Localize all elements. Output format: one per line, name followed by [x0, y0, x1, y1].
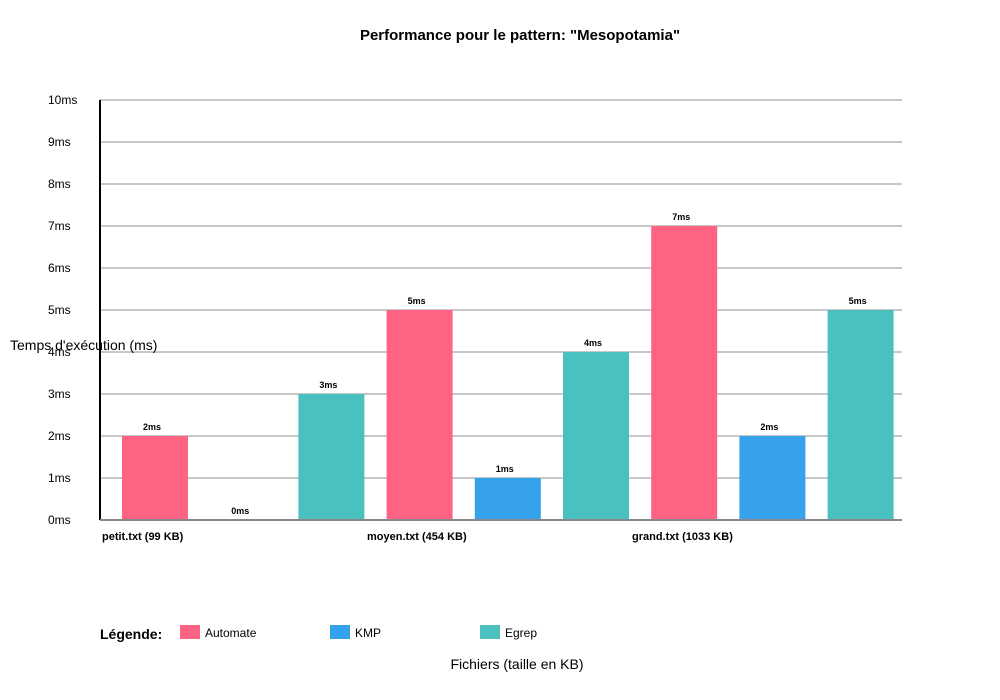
bar-automate-1: [122, 436, 188, 520]
y-tick-label: 2ms: [48, 429, 71, 443]
chart-title: Performance pour le pattern: "Mesopotami…: [360, 27, 680, 44]
y-axis-ticks: 0ms 1ms 2ms 3ms 4ms 5ms 6ms 7ms 8ms 9ms 10ms: [48, 93, 77, 527]
bar-kmp-3: [739, 436, 806, 520]
data-label: 1ms: [496, 464, 514, 474]
bar-automate-2: [386, 310, 453, 520]
legend-swatch-kmp: [330, 625, 350, 639]
data-label: 2ms: [760, 422, 778, 432]
legend: Légende: Automate KMP Egrep: [100, 625, 537, 642]
legend-swatch-automate: [180, 625, 200, 639]
legend-label-kmp: KMP: [355, 626, 381, 640]
category-label: grand.txt (1033 KB): [632, 531, 733, 543]
y-axis-label: Temps d'exécution (ms): [10, 337, 157, 353]
bar-egrep-1: [298, 394, 365, 520]
data-labels: 2ms 0ms 3ms 5ms 1ms 4ms 7ms 2ms 5ms: [143, 212, 867, 516]
gridlines: [100, 99, 902, 521]
legend-swatch-egrep: [480, 625, 500, 639]
legend-label-automate: Automate: [205, 626, 257, 640]
bar-automate-3: [651, 226, 718, 520]
data-label: 3ms: [319, 380, 337, 390]
y-tick-label: 10ms: [48, 93, 77, 107]
legend-title: Légende:: [100, 626, 162, 642]
y-tick-label: 9ms: [48, 135, 71, 149]
y-tick-label: 4ms: [48, 345, 71, 359]
data-label: 4ms: [584, 338, 602, 348]
data-label: 7ms: [672, 212, 690, 222]
bar-egrep-3: [827, 310, 894, 520]
y-tick-label: 5ms: [48, 303, 71, 317]
y-tick-label: 8ms: [48, 177, 71, 191]
y-tick-label: 1ms: [48, 471, 71, 485]
y-tick-label: 3ms: [48, 387, 71, 401]
data-label: 0ms: [231, 506, 249, 516]
data-label: 5ms: [408, 296, 426, 306]
y-tick-label: 7ms: [48, 219, 71, 233]
bar-kmp-2: [474, 478, 541, 520]
x-axis-categories: petit.txt (99 KB) moyen.txt (454 KB) grand…: [102, 531, 733, 543]
bar-egrep-2: [563, 352, 629, 520]
category-label: moyen.txt (454 KB): [367, 531, 467, 543]
x-axis-label: Fichiers (taille en KB): [450, 656, 583, 672]
category-label: petit.txt (99 KB): [102, 531, 184, 543]
data-label: 5ms: [849, 296, 867, 306]
bars: [122, 226, 894, 520]
legend-label-egrep: Egrep: [505, 626, 537, 640]
y-tick-label: 0ms: [48, 513, 71, 527]
data-label: 2ms: [143, 422, 161, 432]
y-tick-label: 6ms: [48, 261, 71, 275]
